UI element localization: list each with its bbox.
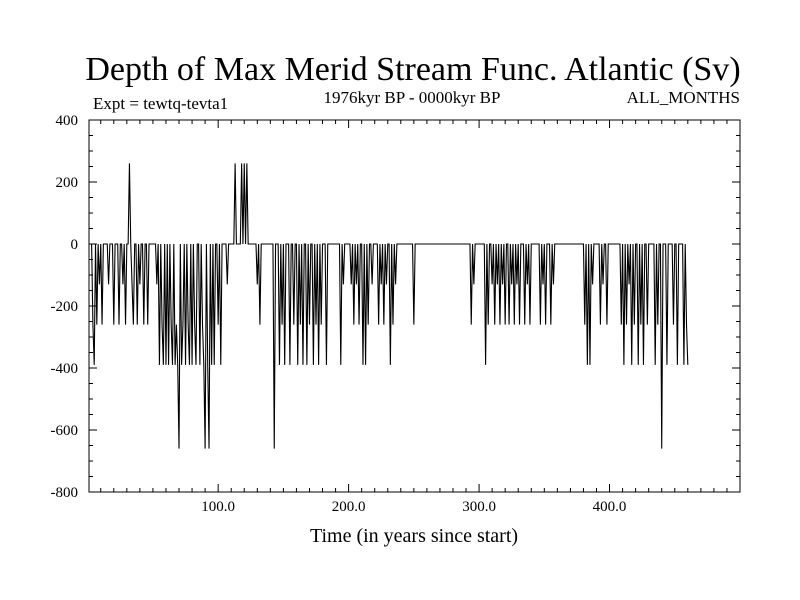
series-line-0: [89, 163, 689, 449]
y-tick-label: -400: [51, 361, 79, 377]
x-tick-label: 100.0: [201, 499, 235, 515]
series-layer: [89, 163, 689, 449]
period-label: 1976kyr BP - 0000kyr BP: [324, 88, 501, 107]
y-tick-labels: -800 -600 -400 -200 0 200 400: [51, 113, 79, 501]
y-tick-label: -800: [51, 485, 79, 501]
season-label: ALL_MONTHS: [627, 88, 740, 107]
y-tick-label: -200: [51, 299, 79, 315]
x-tick-label: 400.0: [593, 499, 627, 515]
y-tick-label: -600: [51, 423, 79, 439]
y-tick-label: 400: [56, 113, 79, 129]
x-tick-labels: 100.0 200.0 300.0 400.0: [201, 499, 626, 515]
ticks-layer: [89, 119, 741, 493]
y-tick-label: 0: [71, 237, 79, 253]
chart-title: Depth of Max Merid Stream Func. Atlantic…: [85, 51, 740, 88]
expt-label: Expt = tewtq-tevta1: [93, 94, 228, 113]
x-tick-label: 300.0: [462, 499, 496, 515]
x-tick-label: 200.0: [332, 499, 366, 515]
x-axis-label: Time (in years since start): [310, 525, 518, 547]
y-tick-label: 200: [56, 175, 79, 191]
